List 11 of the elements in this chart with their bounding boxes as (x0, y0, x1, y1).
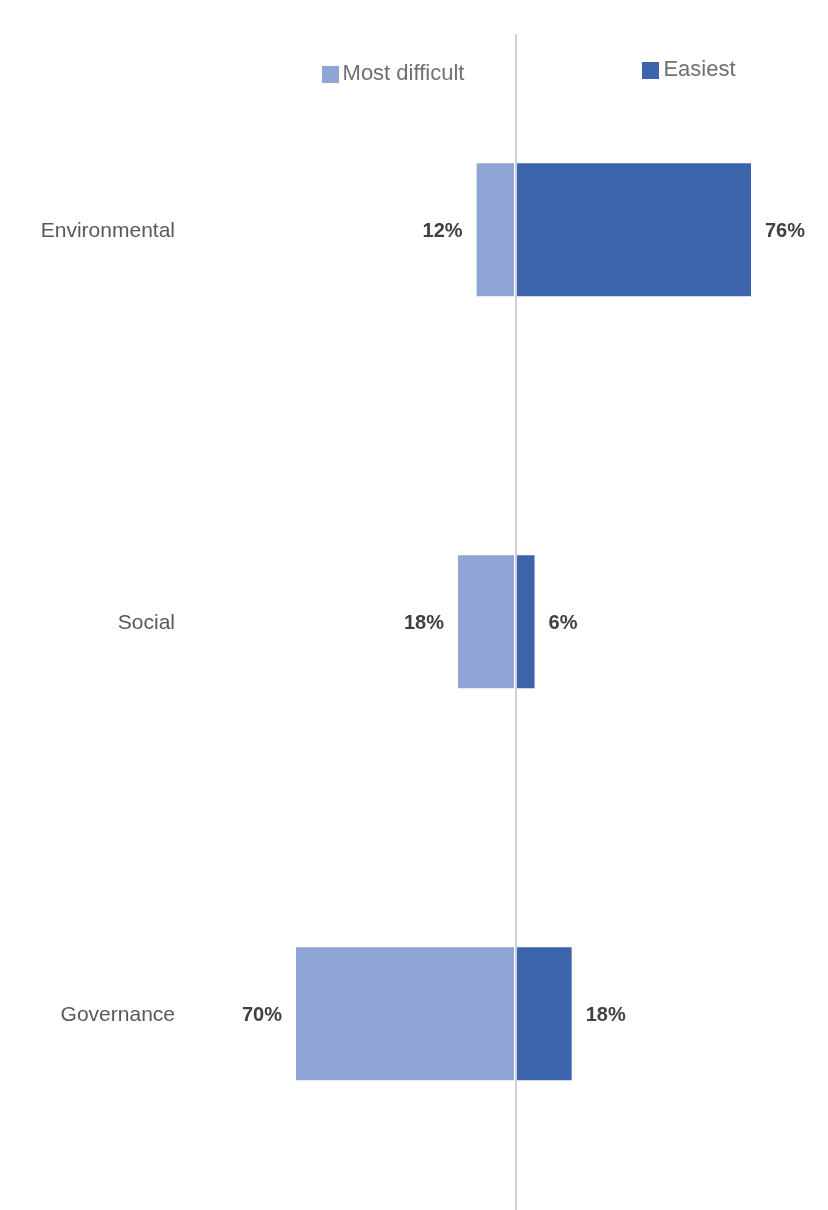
data-label: 18% (403, 610, 445, 633)
y-tick-label: Governance (60, 1002, 175, 1026)
data-label: 6% (548, 610, 578, 633)
data-label: 70% (241, 1002, 283, 1025)
data-label: 76% (765, 218, 806, 241)
y-tick-label: Social (117, 610, 175, 634)
legend-label: Easiest (663, 56, 736, 81)
data-label: 12% (422, 218, 463, 241)
y-tick-label: Environmental (40, 218, 175, 242)
legend-label: Most difficult (342, 60, 465, 85)
data-label: 18% (585, 1002, 626, 1025)
